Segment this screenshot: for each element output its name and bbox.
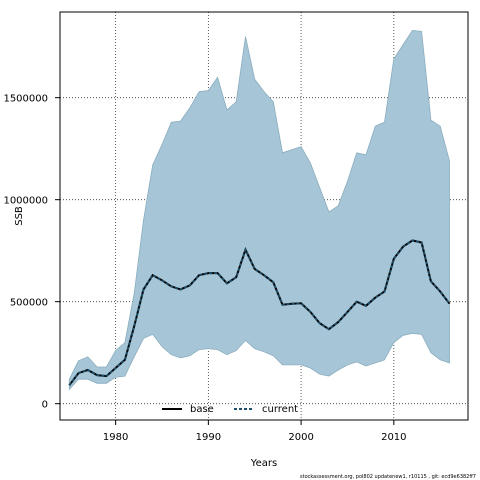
y-tick-label: 1000000 (3, 196, 48, 207)
y-axis-title: SSB (14, 206, 25, 226)
x-axis-title: Years (250, 458, 277, 469)
x-tick-label: 2000 (288, 432, 313, 443)
confidence-band (68, 29, 450, 391)
legend-base-label: base (190, 404, 214, 415)
y-axis: 0 500000 1000000 1500000 (3, 94, 60, 411)
current-line (68, 239, 451, 386)
footer-note: stockassessment.org, pol802 updatenew1, … (300, 474, 476, 480)
y-tick-label: 500000 (10, 298, 48, 309)
y-tick-label: 1500000 (3, 94, 48, 105)
x-axis: 1980 1990 2000 2010 (103, 420, 407, 443)
plot-frame (59, 11, 469, 421)
x-tick-label: 1990 (196, 432, 221, 443)
legend-current-label: current (262, 404, 298, 415)
x-tick-label: 1980 (103, 432, 128, 443)
y-tick-label: 0 (42, 400, 48, 411)
legend: base current (162, 404, 298, 415)
x-tick-label: 2010 (381, 432, 406, 443)
